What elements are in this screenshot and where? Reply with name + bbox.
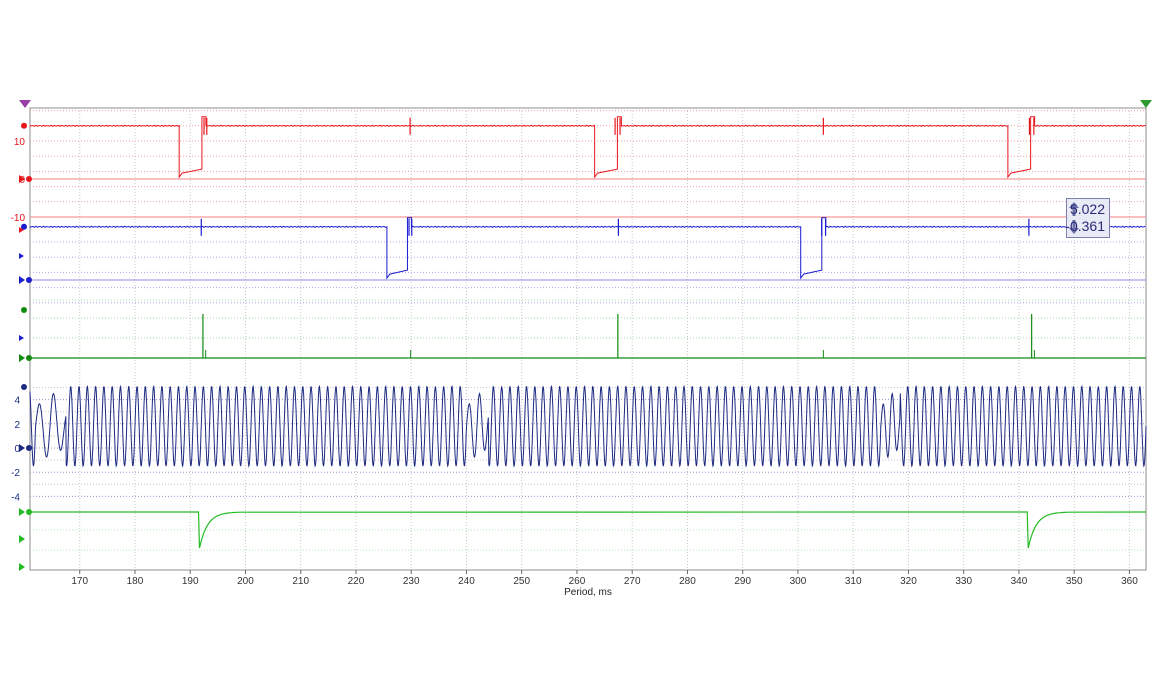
x-tick-label: 240 xyxy=(458,576,475,587)
x-tick-label: 270 xyxy=(624,576,641,587)
channel4-y-tick-label: -4 xyxy=(11,492,20,503)
channel5-zero-marker-arrow-icon xyxy=(19,508,25,516)
channel1-zero-marker-dot-icon xyxy=(26,176,32,182)
channel4-zero-marker-dot-icon xyxy=(26,445,32,451)
x-tick-label: 330 xyxy=(955,576,972,587)
cursor-readout[interactable]: 5.022 -0.361 xyxy=(1065,198,1110,238)
x-tick-label: 180 xyxy=(127,576,144,587)
trigger-marker-icon[interactable] xyxy=(19,100,31,108)
ruler-marker-icon[interactable] xyxy=(1140,100,1152,108)
x-tick-label: 230 xyxy=(403,576,420,587)
x-tick-label: 300 xyxy=(790,576,807,587)
channel1-y-tick-label: 10 xyxy=(14,137,26,148)
channel1-zero-marker-arrow-icon xyxy=(19,175,25,183)
channel2-zero-marker-arrow-icon xyxy=(19,276,25,284)
channel5-zero-marker-dot-icon xyxy=(26,509,32,515)
channel2-zero-marker-dot-icon xyxy=(26,277,32,283)
x-tick-label: 250 xyxy=(513,576,530,587)
cursor-upper-value: 5.022 xyxy=(1069,201,1105,217)
y-tick-labels: 10 0 -10 4 2 0 -2 -4 xyxy=(11,137,26,503)
x-tick-label: 260 xyxy=(569,576,586,587)
x-tick-labels: 170 180 190 200 210 220 230 240 250 260 270 280 290 3… xyxy=(71,576,1138,587)
channel-scale-arrow-icon xyxy=(19,253,24,259)
channel1-offset-dot-icon xyxy=(21,122,27,129)
up-down-arrow-icon xyxy=(1069,202,1079,234)
channel3-zero-marker-arrow-icon xyxy=(19,354,25,362)
grid xyxy=(79,108,1130,574)
x-tick-label: 360 xyxy=(1121,576,1138,587)
channel4-y-tick-label: 0 xyxy=(14,444,20,455)
x-tick-label: 190 xyxy=(182,576,199,587)
x-axis-label: Period, ms xyxy=(564,587,612,598)
x-tick-label: 220 xyxy=(348,576,365,587)
x-tick-label: 200 xyxy=(237,576,254,587)
channel2-offset-dot-icon xyxy=(21,223,27,230)
channel1-trace xyxy=(29,116,1146,179)
channel1-y-tick-label: -10 xyxy=(11,213,26,224)
cursor-lower-value: -0.361 xyxy=(1065,218,1105,234)
channel5-scale-arrow-icon xyxy=(19,563,25,571)
channel-markers xyxy=(19,122,32,571)
channel-scale-arrow-icon xyxy=(19,227,24,233)
channel4-zero-marker-arrow-icon xyxy=(19,444,25,452)
x-tick-label: 210 xyxy=(292,576,309,587)
channel5-trace xyxy=(30,511,1147,549)
channel4-y-tick-label: 2 xyxy=(14,420,20,431)
channel4-offset-dot-icon xyxy=(21,384,27,390)
channel4-trace xyxy=(29,384,1147,468)
channel5-scale-arrow-icon xyxy=(19,535,25,543)
channel-scale-arrow-icon xyxy=(19,335,24,341)
x-tick-label: 290 xyxy=(734,576,751,587)
channel3-offset-dot-icon xyxy=(21,307,27,313)
x-tick-label: 170 xyxy=(71,576,88,587)
channel4-y-tick-label: -2 xyxy=(11,468,20,479)
x-tick-label: 310 xyxy=(845,576,862,587)
x-tick-label: 280 xyxy=(679,576,696,587)
traces xyxy=(29,116,1147,549)
plot-frame xyxy=(29,107,1147,571)
x-tick-label: 320 xyxy=(900,576,917,587)
channel1-y-tick-label: 0 xyxy=(19,175,25,186)
channel2-trace xyxy=(29,217,1146,280)
x-tick-label: 350 xyxy=(1066,576,1083,587)
channel4-y-tick-label: 4 xyxy=(14,396,20,407)
channel3-zero-marker-dot-icon xyxy=(26,355,32,361)
x-tick-label: 340 xyxy=(1011,576,1028,587)
